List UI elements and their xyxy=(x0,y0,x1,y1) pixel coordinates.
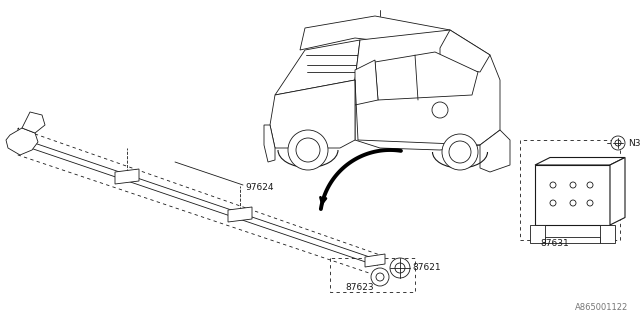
Polygon shape xyxy=(270,80,355,148)
Text: A865001122: A865001122 xyxy=(575,303,628,312)
Text: 87621: 87621 xyxy=(412,263,440,273)
Circle shape xyxy=(390,258,410,278)
Polygon shape xyxy=(22,112,45,133)
Polygon shape xyxy=(365,254,385,267)
Polygon shape xyxy=(440,30,490,72)
Polygon shape xyxy=(355,60,378,105)
Polygon shape xyxy=(264,125,275,162)
Polygon shape xyxy=(6,128,38,155)
Polygon shape xyxy=(228,207,252,222)
Polygon shape xyxy=(535,165,610,225)
Text: 87631: 87631 xyxy=(540,238,569,247)
Text: 97624: 97624 xyxy=(245,183,273,193)
Polygon shape xyxy=(545,237,600,243)
Polygon shape xyxy=(535,157,625,165)
Text: 87623: 87623 xyxy=(345,284,374,292)
Polygon shape xyxy=(600,225,615,243)
Circle shape xyxy=(611,136,625,150)
Circle shape xyxy=(288,130,328,170)
Polygon shape xyxy=(115,169,139,184)
Polygon shape xyxy=(355,30,500,150)
Polygon shape xyxy=(275,40,360,95)
Circle shape xyxy=(432,102,448,118)
Polygon shape xyxy=(610,157,625,225)
Polygon shape xyxy=(375,52,478,100)
Text: N370031: N370031 xyxy=(628,139,640,148)
Circle shape xyxy=(442,134,478,170)
Polygon shape xyxy=(300,16,450,50)
Circle shape xyxy=(371,268,389,286)
Polygon shape xyxy=(530,225,545,243)
Polygon shape xyxy=(480,130,510,172)
